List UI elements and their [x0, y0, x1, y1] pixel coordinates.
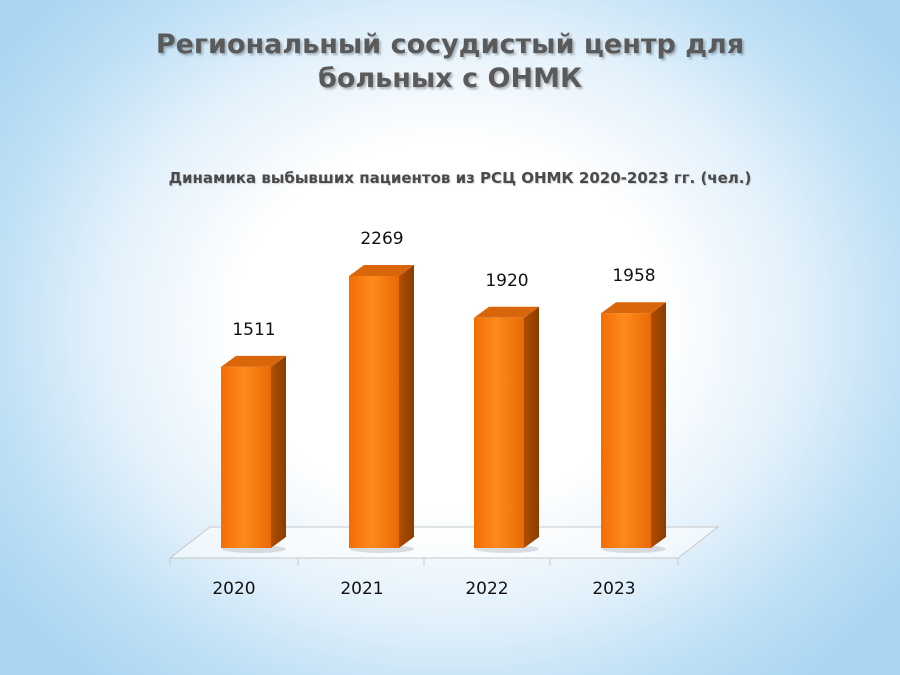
- bar-front-face: [601, 313, 651, 548]
- bar-2023: [601, 302, 666, 553]
- x-tick-label: 2022: [465, 579, 508, 599]
- bar-top-face: [474, 306, 539, 318]
- floor-plane: [168, 526, 720, 559]
- bar-side-face: [399, 264, 414, 548]
- chart-floor: [168, 526, 720, 566]
- bar-top-face: [349, 264, 414, 276]
- x-tick-label: 2023: [592, 579, 635, 599]
- bar-side-face: [524, 306, 539, 548]
- data-label: 1920: [485, 271, 528, 291]
- data-label: 1511: [232, 320, 275, 340]
- bar-2020: [221, 355, 286, 553]
- bar-2021: [349, 264, 414, 553]
- bar-top-face: [221, 355, 286, 367]
- bar-front-face: [349, 275, 399, 548]
- x-tick-label: 2020: [212, 579, 255, 599]
- slide-title: Региональный сосудистый центр для больны…: [155, 29, 745, 94]
- bar-side-face: [271, 355, 286, 548]
- x-tick-label: 2021: [340, 579, 383, 599]
- data-label: 2269: [360, 229, 403, 249]
- bar-side-face: [651, 302, 666, 548]
- bar-2022: [474, 306, 539, 553]
- bar-front-face: [474, 317, 524, 548]
- bar-front-face: [221, 366, 271, 548]
- data-label: 1958: [612, 266, 655, 286]
- chart-title: Динамика выбывших пациентов из РСЦ ОНМК …: [168, 169, 752, 187]
- bar-top-face: [601, 302, 666, 314]
